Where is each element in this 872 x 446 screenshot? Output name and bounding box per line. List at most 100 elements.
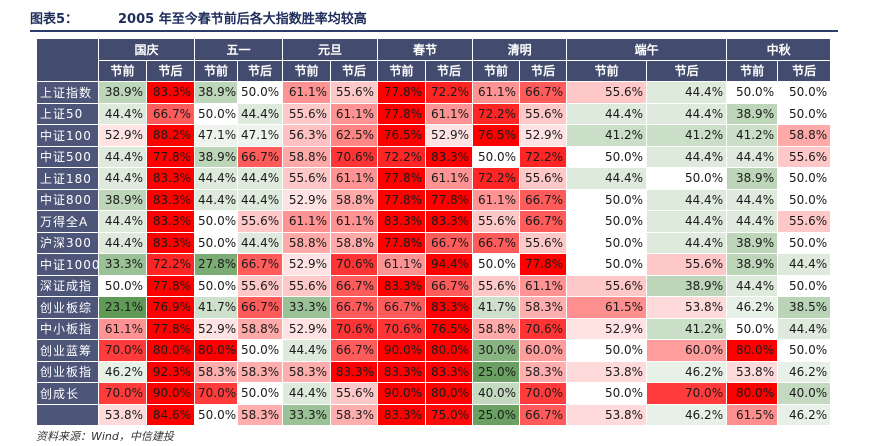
win-rate-cell: 66.7% (519, 210, 568, 233)
pre-holiday-header: 节前 (377, 59, 427, 82)
pre-holiday-header: 节前 (566, 59, 648, 82)
holiday-header: 国庆 (97, 38, 196, 61)
win-rate-cell: 55.6% (566, 81, 648, 104)
win-rate-cell: 38.9% (194, 145, 239, 168)
win-rate-cell: 44.4% (726, 210, 779, 233)
win-rate-cell: 61.1% (519, 274, 568, 297)
win-rate-cell: 58.3% (519, 360, 568, 383)
win-rate-cell: 76.9% (145, 296, 196, 319)
win-rate-cell: 70.0% (98, 382, 147, 405)
win-rate-cell: 33.3% (282, 403, 332, 426)
win-rate-cell: 50.0% (777, 274, 832, 297)
win-rate-cell: 66.7% (330, 274, 379, 297)
win-rate-cell: 55.6% (282, 102, 332, 125)
win-rate-cell: 46.2% (646, 360, 728, 383)
source-note: 资料来源：Wind，中信建投 (36, 430, 174, 443)
index-name: 沪深300 (36, 231, 99, 254)
win-rate-cell: 75.0% (425, 403, 474, 426)
win-rate-cell: 61.1% (282, 81, 332, 104)
win-rate-cell: 83.3% (330, 360, 379, 383)
win-rate-cell: 55.6% (330, 81, 379, 104)
win-rate-cell: 53.8% (98, 403, 147, 426)
win-rate-cell: 77.8% (377, 188, 427, 211)
win-rate-cell: 77.8% (425, 188, 474, 211)
post-holiday-header: 节后 (777, 59, 832, 82)
win-rate-cell: 88.2% (145, 124, 196, 147)
win-rate-cell: 83.3% (145, 231, 196, 254)
corner-header (36, 38, 99, 82)
post-holiday-header: 节后 (425, 59, 474, 82)
win-rate-cell: 52.9% (425, 124, 474, 147)
index-name: 中证100 (36, 124, 99, 147)
win-rate-cell: 70.6% (330, 317, 379, 340)
win-rate-cell: 61.1% (377, 253, 427, 276)
index-name: 中证1000 (36, 253, 99, 276)
win-rate-cell: 44.4% (726, 188, 779, 211)
win-rate-cell: 44.4% (726, 274, 779, 297)
index-name: 上证指数 (36, 81, 99, 104)
win-rate-cell: 66.7% (519, 188, 568, 211)
win-rate-cell: 50.0% (726, 81, 779, 104)
win-rate-cell: 50.0% (777, 339, 832, 362)
win-rate-cell: 83.3% (145, 188, 196, 211)
win-rate-cell: 50.0% (566, 339, 648, 362)
win-rate-cell: 44.4% (646, 188, 728, 211)
win-rate-cell: 72.2% (425, 81, 474, 104)
win-rate-cell: 84.6% (145, 403, 196, 426)
win-rate-cell: 41.2% (646, 124, 728, 147)
index-name: 万得全A (36, 210, 99, 233)
win-rate-cell: 44.4% (646, 81, 728, 104)
index-name: 中证500 (36, 145, 99, 168)
win-rate-cell: 50.0% (194, 231, 239, 254)
win-rate-cell: 44.4% (98, 167, 147, 190)
figure-title: 2005 年至今春节前后各大指数胜率均较高 (118, 12, 367, 27)
post-holiday-header: 节后 (646, 59, 728, 82)
win-rate-cell: 44.4% (777, 317, 832, 340)
win-rate-cell: 52.9% (282, 253, 332, 276)
win-rate-cell: 38.9% (726, 253, 779, 276)
win-rate-cell: 80.0% (425, 339, 474, 362)
holiday-header: 清明 (472, 38, 568, 61)
win-rate-cell: 90.0% (377, 339, 427, 362)
win-rate-cell: 38.9% (98, 81, 147, 104)
win-rate-cell: 40.0% (472, 382, 521, 405)
win-rate-cell: 50.0% (98, 274, 147, 297)
win-rate-cell: 44.4% (237, 188, 284, 211)
win-rate-cell: 66.7% (330, 339, 379, 362)
win-rate-cell: 83.3% (425, 145, 474, 168)
holiday-header: 春节 (377, 38, 474, 61)
win-rate-cell: 66.7% (425, 274, 474, 297)
win-rate-table: 国庆 五一 元旦 春节 清明 端午 中秋 节前 节后 节前 节后 节前 节后 节前 节后 节前 节后 节前 节后 节前… (36, 38, 832, 426)
win-rate-cell: 44.4% (98, 102, 147, 125)
win-rate-cell: 50.0% (237, 382, 284, 405)
win-rate-cell: 55.6% (777, 145, 832, 168)
win-rate-cell: 61.5% (726, 403, 779, 426)
win-rate-cell: 58.8% (777, 124, 832, 147)
win-rate-cell: 92.3% (145, 360, 196, 383)
win-rate-cell: 50.0% (777, 188, 832, 211)
win-rate-cell: 83.3% (377, 360, 427, 383)
index-name: 创业蓝筹 (36, 339, 99, 362)
win-rate-cell: 55.6% (237, 274, 284, 297)
win-rate-cell: 58.3% (194, 360, 239, 383)
post-holiday-header: 节后 (145, 59, 196, 82)
post-holiday-header: 节后 (237, 59, 284, 82)
win-rate-cell: 52.9% (519, 124, 568, 147)
win-rate-cell: 55.6% (472, 274, 521, 297)
pre-holiday-header: 节前 (282, 59, 332, 82)
win-rate-cell: 55.6% (330, 382, 379, 405)
win-rate-cell: 70.0% (519, 382, 568, 405)
win-rate-cell: 38.9% (98, 188, 147, 211)
win-rate-cell: 40.0% (777, 382, 832, 405)
win-rate-cell: 80.0% (726, 382, 779, 405)
win-rate-cell: 46.2% (726, 296, 779, 319)
figure-label: 图表5： (30, 12, 79, 27)
index-name: 中小板指 (36, 317, 99, 340)
win-rate-cell: 50.0% (646, 167, 728, 190)
win-rate-cell: 77.8% (377, 81, 427, 104)
win-rate-cell: 66.7% (519, 403, 568, 426)
win-rate-cell: 33.3% (98, 253, 147, 276)
win-rate-cell: 50.0% (566, 210, 648, 233)
win-rate-cell: 58.8% (330, 231, 379, 254)
win-rate-cell: 55.6% (777, 210, 832, 233)
